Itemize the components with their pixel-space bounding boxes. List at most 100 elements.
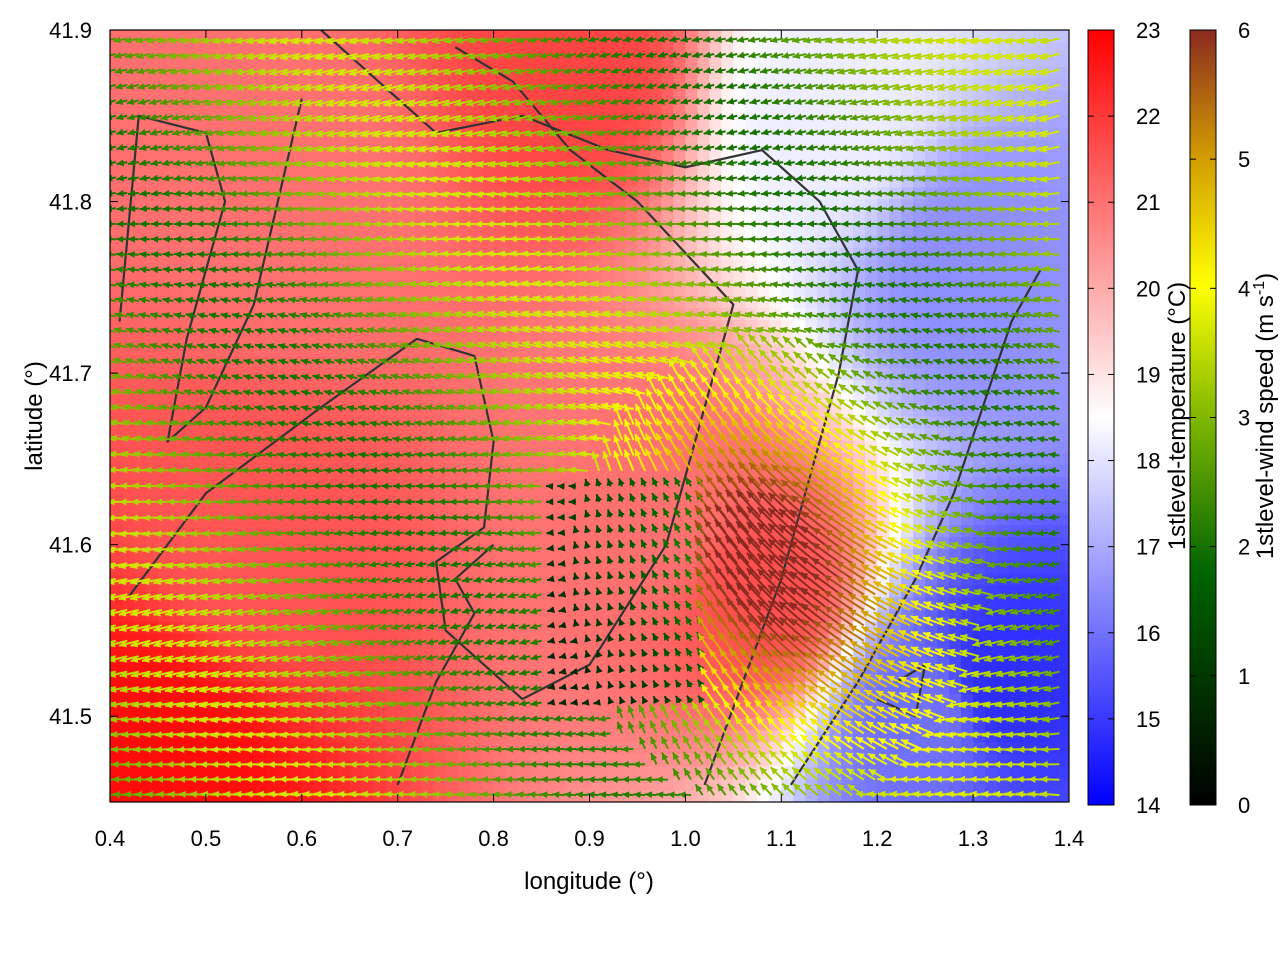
temperature-cell: [121, 150, 135, 164]
temperature-cell: [805, 271, 818, 284]
temperature-cell: [337, 488, 351, 502]
temperature-cell: [169, 536, 183, 550]
temperature-cell: [733, 210, 746, 224]
temperature-cell: [721, 102, 734, 116]
temperature-cell: [110, 210, 123, 224]
temperature-cell: [1021, 705, 1034, 719]
temperature-cell: [301, 705, 315, 719]
temperature-cell: [985, 150, 998, 164]
temperature-cell: [961, 765, 974, 779]
temperature-cell: [409, 596, 423, 610]
temperature-cell: [661, 500, 675, 514]
temperature-cell: [181, 596, 195, 610]
temperature-cell: [445, 789, 459, 802]
temperature-cell: [193, 391, 207, 405]
temperature-cell: [973, 609, 986, 622]
temperature-cell: [865, 235, 878, 248]
temperature-cell: [505, 440, 519, 453]
temperature-cell: [757, 42, 770, 55]
temperature-cell: [205, 705, 219, 719]
temperature-cell: [577, 210, 591, 224]
temperature-cell: [973, 331, 986, 345]
temperature-cell: [877, 295, 890, 309]
temperature-cell: [757, 235, 770, 248]
temperature-cell: [1033, 331, 1046, 345]
temperature-cell: [337, 440, 351, 453]
temperature-cell: [133, 440, 147, 453]
temperature-cell: [997, 295, 1010, 309]
temperature-cell: [469, 42, 483, 55]
temperature-cell: [313, 705, 327, 719]
temperature-cell: [625, 235, 639, 248]
temperature-cell: [877, 42, 890, 55]
temperature-cell: [745, 42, 758, 55]
temperature-cell: [553, 42, 567, 55]
temperature-cell: [110, 271, 123, 284]
temperature-cell: [565, 609, 579, 622]
temperature-cell: [613, 729, 627, 743]
temperature-cell: [553, 235, 567, 248]
temperature-cell: [973, 440, 986, 453]
temperature-cell: [325, 440, 339, 453]
temperature-cell: [289, 705, 303, 719]
temperature-cell: [517, 524, 531, 538]
temperature-cell: [601, 657, 615, 670]
temperature-cell: [901, 765, 914, 779]
temperature-cell: [181, 271, 195, 284]
temperature-cell: [325, 331, 339, 345]
temperature-cell: [241, 789, 255, 802]
temperature-cell: [421, 440, 435, 453]
temperature-cell: [205, 66, 219, 79]
temperature-cell: [1021, 560, 1034, 574]
temperature-cell: [421, 42, 435, 55]
temperature-cell: [205, 440, 219, 453]
temperature-cell: [301, 596, 315, 610]
temperature-cell: [121, 645, 135, 658]
temperature-cell: [110, 102, 123, 116]
temperature-cell: [1009, 596, 1022, 610]
temperature-cell: [397, 705, 411, 719]
temperature-cell: [361, 271, 375, 284]
temperature-cell: [589, 42, 603, 55]
temperature-cell: [121, 271, 135, 284]
temperature-cell: [193, 379, 207, 393]
temperature-cell: [277, 488, 291, 502]
temperature-cell: [385, 789, 399, 802]
temperature-cell: [169, 42, 183, 55]
temperature-cell: [961, 500, 974, 514]
temperature-cell: [889, 42, 902, 55]
temperature-cell: [589, 235, 603, 248]
temperature-cell: [349, 488, 363, 502]
temperature-cell: [145, 210, 159, 224]
temperature-cell: [961, 42, 974, 55]
temperature-cell: [133, 150, 147, 164]
temperature-cell: [661, 235, 675, 248]
temperature-cell: [229, 271, 243, 284]
temperature-cell: [985, 271, 998, 284]
temperature-cell: [865, 331, 878, 345]
temperature-cell: [1033, 440, 1046, 453]
temperature-cell: [721, 235, 734, 248]
temperature-cell: [985, 645, 998, 658]
temperature-cell: [181, 235, 195, 248]
temperature-cell: [181, 391, 195, 405]
temperature-cell: [110, 162, 123, 176]
temperature-cell: [481, 705, 495, 719]
temperature-cell: [577, 765, 591, 779]
temperature-cell: [901, 391, 914, 405]
temperature-cell: [997, 560, 1010, 574]
temperature-cell: [517, 789, 531, 802]
temperature-cell: [193, 90, 207, 103]
temperature-cell: [361, 789, 375, 802]
temperature-cell: [241, 488, 255, 502]
temperature-cell: [361, 331, 375, 345]
temperature-cell: [157, 488, 171, 502]
temperature-cell: [181, 210, 195, 224]
temperature-cell: [157, 102, 171, 116]
temperature-cell: [1021, 331, 1034, 345]
temperature-cell: [193, 162, 207, 176]
temperature-cell: [421, 596, 435, 610]
temperature-cell: [445, 440, 459, 453]
temperature-cell: [769, 102, 782, 116]
temperature-cell: [925, 717, 938, 731]
